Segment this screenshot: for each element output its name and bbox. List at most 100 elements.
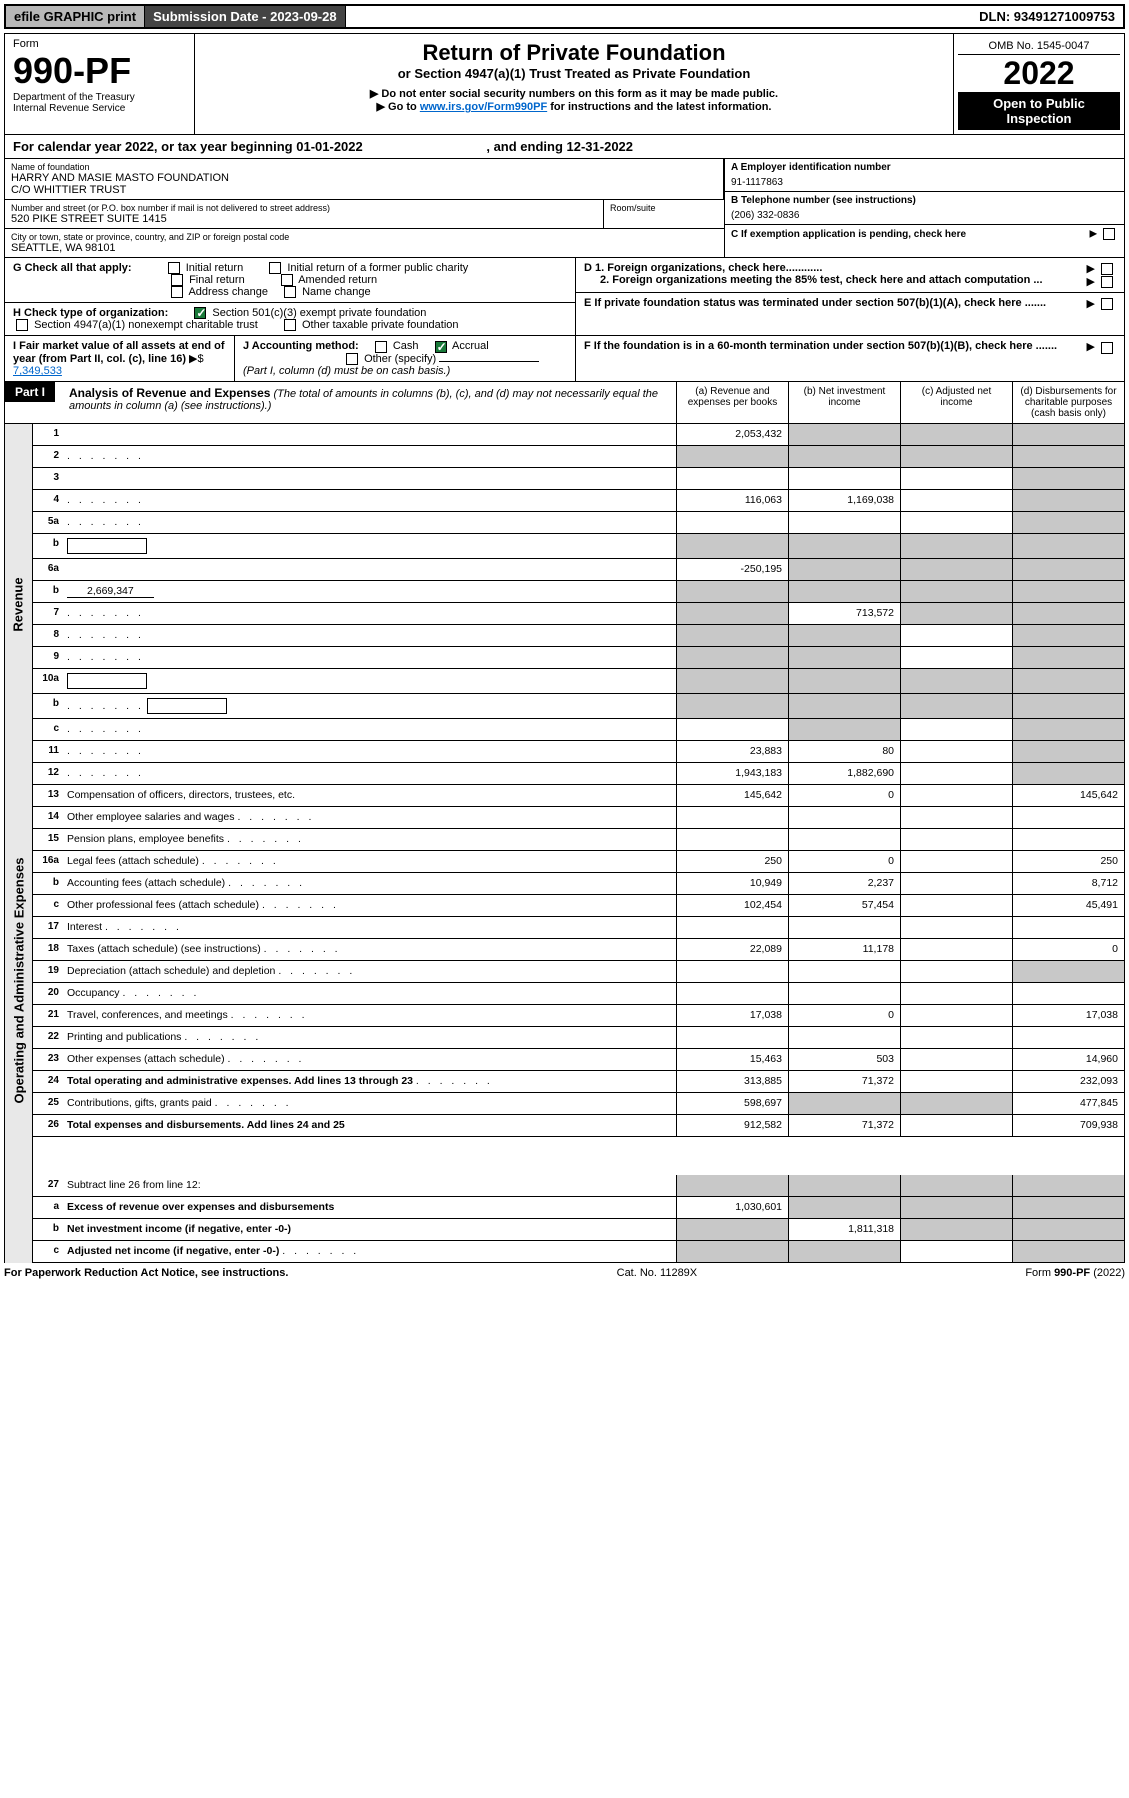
bottom-side xyxy=(5,1175,33,1263)
phone: (206) 332-0836 xyxy=(731,210,1118,221)
ein: 91-1117863 xyxy=(731,177,1118,188)
line-desc xyxy=(65,534,676,558)
line-desc xyxy=(65,559,676,580)
g-amended-checkbox[interactable] xyxy=(281,274,293,286)
col-d xyxy=(1012,534,1124,558)
h-501c3-checkbox[interactable] xyxy=(194,307,206,319)
col-b xyxy=(788,694,900,718)
line-c: cOther professional fees (attach schedul… xyxy=(33,895,1124,917)
line-num: 1 xyxy=(33,424,65,445)
dept-label: Department of the Treasury xyxy=(13,92,186,103)
col-c xyxy=(900,581,1012,602)
footer-mid: Cat. No. 11289X xyxy=(617,1267,698,1279)
d2-checkbox[interactable] xyxy=(1101,276,1113,288)
col-c xyxy=(900,917,1012,938)
col-a xyxy=(676,512,788,533)
instr-post: for instructions and the latest informat… xyxy=(547,101,771,113)
col-d xyxy=(1012,741,1124,762)
col-a: 145,642 xyxy=(676,785,788,806)
g-initial-checkbox[interactable] xyxy=(168,262,180,274)
line-desc: Accounting fees (attach schedule) . . . … xyxy=(65,873,676,894)
i-value[interactable]: 7,349,533 xyxy=(13,365,62,377)
col-a xyxy=(676,581,788,602)
col-a xyxy=(676,647,788,668)
col-a xyxy=(676,917,788,938)
d1-label: D 1. Foreign organizations, check here..… xyxy=(584,262,822,274)
line-num: b xyxy=(33,873,65,894)
d-row: D 1. Foreign organizations, check here..… xyxy=(576,258,1124,293)
expenses-side-label: Operating and Administrative Expenses xyxy=(5,785,33,1175)
line-24: 24Total operating and administrative exp… xyxy=(33,1071,1124,1093)
line-num: b xyxy=(33,1219,65,1240)
line-desc: . . . . . . . xyxy=(65,763,676,784)
col-d xyxy=(1012,446,1124,467)
g-name-checkbox[interactable] xyxy=(284,286,296,298)
c-checkbox[interactable] xyxy=(1103,228,1115,240)
e-checkbox[interactable] xyxy=(1101,298,1113,310)
cal-begin: 01-01-2022 xyxy=(296,139,363,154)
street: 520 PIKE STREET SUITE 1415 xyxy=(11,213,597,225)
line-num: 27 xyxy=(33,1175,65,1196)
footer-left: For Paperwork Reduction Act Notice, see … xyxy=(4,1267,288,1279)
submission-date: Submission Date - 2023-09-28 xyxy=(145,6,346,27)
g-final-checkbox[interactable] xyxy=(171,274,183,286)
col-b xyxy=(788,512,900,533)
g-initial-former: Initial return of a former public charit… xyxy=(287,262,468,274)
line-num: 11 xyxy=(33,741,65,762)
col-a: 1,943,183 xyxy=(676,763,788,784)
col-c xyxy=(900,851,1012,872)
col-b xyxy=(788,1197,900,1218)
line-9: 9 . . . . . . . xyxy=(33,647,1124,669)
line-num: 19 xyxy=(33,961,65,982)
line-23: 23Other expenses (attach schedule) . . .… xyxy=(33,1049,1124,1071)
part1-table: Part I Analysis of Revenue and Expenses … xyxy=(4,382,1125,1263)
col-a: 23,883 xyxy=(676,741,788,762)
col-b xyxy=(788,1175,900,1196)
line-desc: 2,669,347 xyxy=(65,581,676,602)
h-other-checkbox[interactable] xyxy=(284,319,296,331)
line-num: 24 xyxy=(33,1071,65,1092)
line-4: 4 . . . . . . .116,0631,169,038 xyxy=(33,490,1124,512)
j-accrual-checkbox[interactable] xyxy=(435,341,447,353)
col-a: -250,195 xyxy=(676,559,788,580)
col-a xyxy=(676,1219,788,1240)
foundation-co: C/O WHITTIER TRUST xyxy=(11,184,717,196)
line-desc: Taxes (attach schedule) (see instruction… xyxy=(65,939,676,960)
line-num: 20 xyxy=(33,983,65,1004)
f-checkbox[interactable] xyxy=(1101,342,1113,354)
d2-label: 2. Foreign organizations meeting the 85%… xyxy=(600,274,1043,286)
col-d xyxy=(1012,1197,1124,1218)
col-d xyxy=(1012,983,1124,1004)
part1-badge: Part I xyxy=(5,382,55,402)
line-b: bAccounting fees (attach schedule) . . .… xyxy=(33,873,1124,895)
section-i-j: I Fair market value of all assets at end… xyxy=(4,336,1125,382)
col-c xyxy=(900,1115,1012,1136)
col-b xyxy=(788,807,900,828)
col-c xyxy=(900,939,1012,960)
col-c xyxy=(900,490,1012,511)
line-20: 20Occupancy . . . . . . . xyxy=(33,983,1124,1005)
col-c xyxy=(900,719,1012,740)
h-4947-checkbox[interactable] xyxy=(16,319,28,331)
d1-checkbox[interactable] xyxy=(1101,263,1113,275)
line-b: bNet investment income (if negative, ent… xyxy=(33,1219,1124,1241)
g-address-checkbox[interactable] xyxy=(171,286,183,298)
line-3: 3 xyxy=(33,468,1124,490)
line-desc: Travel, conferences, and meetings . . . … xyxy=(65,1005,676,1026)
line-desc xyxy=(65,468,676,489)
line-8: 8 . . . . . . . xyxy=(33,625,1124,647)
line-desc: Total expenses and disbursements. Add li… xyxy=(65,1115,676,1136)
col-b-hdr: (b) Net investment income xyxy=(788,382,900,423)
col-b: 503 xyxy=(788,1049,900,1070)
line-num: 10a xyxy=(33,669,65,693)
g-initial-former-checkbox[interactable] xyxy=(269,262,281,274)
part1-title: Analysis of Revenue and Expenses xyxy=(69,386,270,400)
efile-label[interactable]: efile GRAPHIC print xyxy=(6,6,145,27)
col-c-hdr: (c) Adjusted net income xyxy=(900,382,1012,423)
col-d xyxy=(1012,961,1124,982)
line-c: c . . . . . . . xyxy=(33,719,1124,741)
j-other-checkbox[interactable] xyxy=(346,353,358,365)
j-cash-checkbox[interactable] xyxy=(375,341,387,353)
tax-year: 2022 xyxy=(958,55,1120,92)
form990pf-link[interactable]: www.irs.gov/Form990PF xyxy=(420,101,547,113)
